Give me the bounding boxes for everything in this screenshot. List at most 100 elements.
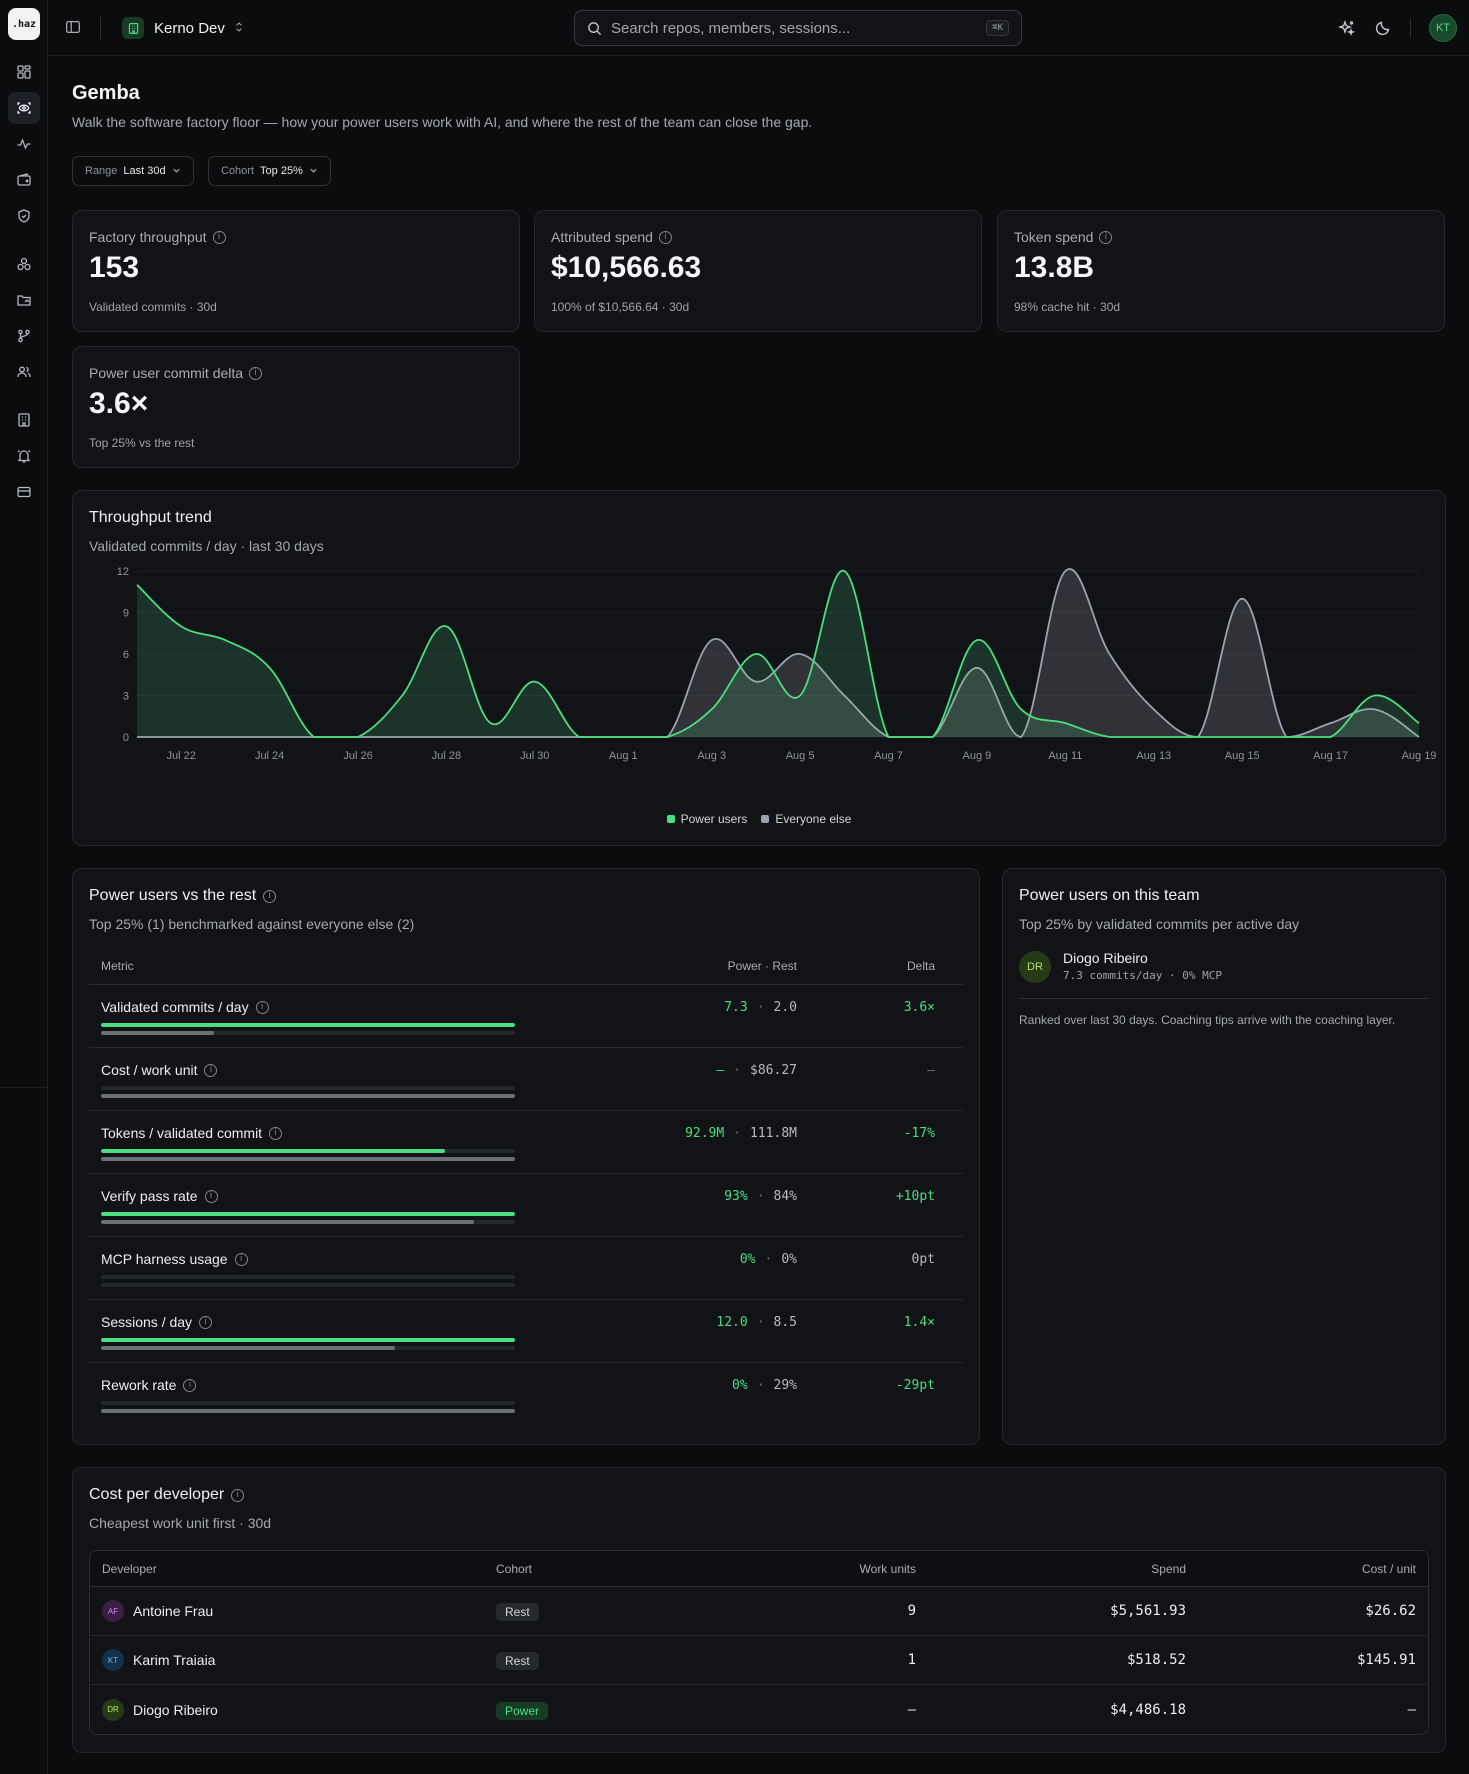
gemba-eye-icon[interactable] [8, 92, 40, 124]
info-icon[interactable]: i [269, 1126, 283, 1140]
legend-swatch [666, 815, 675, 823]
col-spend[interactable]: Spend [1151, 1561, 1186, 1576]
comparison-title-text: Power users vs the rest [89, 887, 257, 904]
series-area-rest [137, 569, 1419, 737]
user-avatar[interactable]: KT [1429, 14, 1457, 42]
metric-name: Validated commits / day i [101, 999, 269, 1015]
stat-value: 3.6× [89, 387, 149, 420]
info-icon[interactable]: i [249, 366, 263, 380]
avatar: DR [1019, 951, 1051, 983]
range-filter-label: Range [85, 165, 118, 177]
series-line-rest [136, 568, 1420, 738]
stat-card-tokens: Token spend i 13.8B 98% cache hit · 30d [997, 210, 1445, 332]
building-icon[interactable] [8, 404, 40, 436]
team-subtitle: Top 25% by validated commits per active … [1019, 916, 1300, 932]
col-cost-per-unit[interactable]: Cost / unit [1361, 1561, 1416, 1576]
comparison-subtitle: Top 25% (1) benchmarked against everyone… [89, 916, 415, 932]
stat-subtitle: Top 25% vs the rest [89, 436, 195, 450]
info-icon[interactable]: i [263, 889, 277, 903]
y-tick-label: 12 [117, 566, 129, 578]
value-separator: · [756, 1315, 765, 1330]
info-icon[interactable]: i [204, 1063, 218, 1077]
metric-values: 12.0 · 8.5 [716, 1315, 797, 1330]
metric-values: 0% · 0% [740, 1252, 797, 1267]
power-user-row[interactable]: DR Diogo Ribeiro 7.3 commits/day · 0% MC… [1019, 949, 1429, 999]
table-row[interactable]: DR Diogo Ribeiro Power – $4,486.18 – [90, 1685, 1428, 1734]
info-icon[interactable]: i [212, 230, 226, 244]
alerts-icon[interactable] [8, 440, 40, 472]
value-separator: · [756, 1000, 765, 1015]
cohort-filter[interactable]: Cohort Top 25% [208, 156, 331, 186]
power-bar-fill [101, 1212, 515, 1216]
col-work-units[interactable]: Work units [859, 1561, 916, 1576]
col-developer[interactable]: Developer [102, 1561, 157, 1576]
activity-icon[interactable] [8, 128, 40, 160]
info-icon[interactable]: i [234, 1252, 248, 1266]
stat-value: 13.8B [1014, 251, 1095, 284]
spend-cell: $518.52 [1126, 1652, 1186, 1668]
power-bar-fill [101, 1023, 515, 1027]
search-input[interactable]: Search repos, members, sessions... [611, 19, 851, 37]
theme-moon-icon[interactable] [1374, 19, 1392, 37]
rest-bar-fill [101, 1094, 515, 1098]
table-row[interactable]: AF Antoine Frau Rest 9 $5,561.93 $26.62 [90, 1587, 1428, 1636]
metric-delta: -29pt [895, 1378, 935, 1393]
metric-row: Tokens / validated commit i 92.9M · 111.8M -1… [89, 1111, 963, 1174]
models-icon[interactable] [8, 248, 40, 280]
rest-bar-fill [101, 1031, 215, 1035]
users-icon[interactable] [8, 356, 40, 388]
info-icon[interactable]: i [658, 230, 672, 244]
spend-cell: $4,486.18 [1110, 1701, 1186, 1718]
col-cohort[interactable]: Cohort [496, 1561, 533, 1576]
info-icon[interactable]: i [204, 1189, 218, 1203]
metric-row: Validated commits / day i 7.3 · 2.0 3.6× [89, 985, 963, 1048]
rest-bar-fill [101, 1346, 395, 1350]
info-icon[interactable]: i [231, 1488, 245, 1502]
wallet-icon[interactable] [8, 164, 40, 196]
cost-per-unit-cell: $26.62 [1365, 1603, 1416, 1619]
power-bar-fill [101, 1149, 445, 1153]
billing-icon[interactable] [8, 476, 40, 508]
rest-value: 0% [781, 1252, 797, 1267]
legend-item-power[interactable]: Power users [666, 812, 747, 826]
sparkles-icon[interactable] [1337, 19, 1356, 37]
stat-subtitle: 98% cache hit · 30d [1014, 300, 1121, 314]
sidebar-toggle-icon[interactable] [64, 18, 84, 38]
repos-icon[interactable] [8, 284, 40, 316]
cost-table-body: AF Antoine Frau Rest 9 $5,561.93 $26.62 KT Kari… [90, 1587, 1428, 1734]
rest-bar-track [101, 1094, 515, 1098]
legend-item-rest[interactable]: Everyone else [761, 812, 851, 826]
info-icon[interactable]: i [199, 1315, 213, 1329]
workspace-switcher[interactable]: Kerno Dev [122, 15, 243, 41]
info-icon[interactable]: i [255, 1000, 269, 1014]
power-value: 93% [724, 1189, 748, 1204]
stat-title-text: Power user commit delta [89, 365, 244, 381]
stat-title-text: Attributed spend [551, 229, 653, 245]
dashboard-icon[interactable] [8, 56, 40, 88]
chevron-down-icon [172, 166, 181, 177]
app-logo[interactable]: .haz [8, 8, 40, 40]
shield-icon[interactable] [8, 200, 40, 232]
cost-title-text: Cost per developer [89, 1486, 225, 1503]
x-tick-label: Jul 24 [255, 750, 284, 762]
cost-table: Developer Cohort Work units Spend Cost /… [89, 1550, 1429, 1735]
power-bar-track [101, 1401, 515, 1405]
rest-value: 29% [773, 1378, 797, 1393]
branch-icon[interactable] [8, 320, 40, 352]
cohort-badge: Rest [496, 1652, 539, 1670]
developer-cell: DR Diogo Ribeiro [102, 1698, 218, 1721]
info-icon[interactable]: i [1099, 230, 1113, 244]
stat-title-text: Token spend [1014, 229, 1094, 245]
global-search[interactable]: Search repos, members, sessions... ⌘K [574, 10, 1022, 46]
stat-card-delta: Power user commit delta i 3.6× Top 25% vs… [72, 346, 520, 468]
developer-cell: AF Antoine Frau [102, 1600, 213, 1622]
range-filter[interactable]: Range Last 30d [72, 156, 194, 186]
developer-name: Karim Traiaia [133, 1652, 216, 1668]
info-icon[interactable]: i [183, 1378, 197, 1392]
series-area-power [137, 570, 1419, 737]
x-tick-label: Aug 1 [609, 750, 638, 762]
table-row[interactable]: KT Karim Traiaia Rest 1 $518.52 $145.91 [90, 1636, 1428, 1685]
x-tick-label: Aug 9 [963, 750, 992, 762]
x-tick-label: Aug 19 [1402, 750, 1437, 762]
metric-values: 92.9M · 111.8M [685, 1126, 797, 1141]
